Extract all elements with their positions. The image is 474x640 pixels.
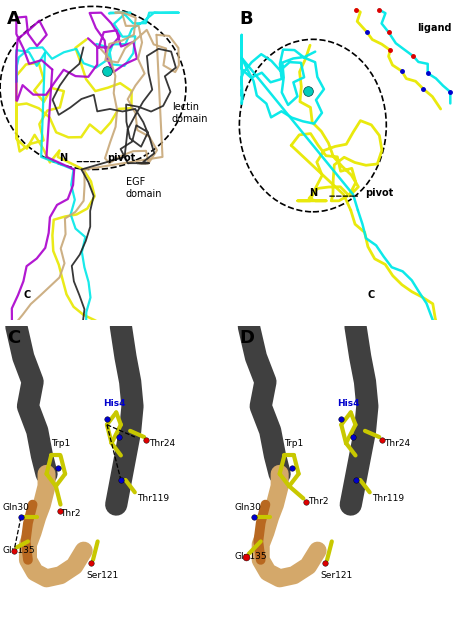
Text: His4: His4: [103, 399, 125, 408]
Text: C: C: [367, 290, 374, 300]
Text: Ser121: Ser121: [320, 571, 352, 580]
Text: C: C: [23, 290, 30, 300]
Text: Gln30: Gln30: [235, 503, 262, 512]
Text: Thr2: Thr2: [308, 497, 328, 506]
Text: Thr119: Thr119: [137, 494, 169, 503]
Text: Glu135: Glu135: [2, 546, 35, 555]
Text: N: N: [59, 154, 67, 163]
Text: Thr2: Thr2: [61, 509, 81, 518]
Text: N: N: [310, 188, 318, 198]
Text: Gln30: Gln30: [2, 503, 29, 512]
Text: Thr119: Thr119: [372, 494, 404, 503]
Text: Ser121: Ser121: [86, 571, 118, 580]
Text: B: B: [239, 10, 253, 28]
Text: D: D: [239, 330, 255, 348]
Text: Thr24: Thr24: [149, 438, 175, 447]
Text: lectin
domain: lectin domain: [172, 102, 209, 124]
Text: pivot: pivot: [365, 188, 393, 198]
Text: His4: His4: [337, 399, 360, 408]
Text: EGF
domain: EGF domain: [126, 177, 162, 199]
Text: Trp1: Trp1: [51, 438, 71, 447]
Text: pivot: pivot: [107, 154, 135, 163]
Text: Trp1: Trp1: [284, 438, 304, 447]
Text: C: C: [7, 330, 20, 348]
Text: Glu135: Glu135: [235, 552, 267, 561]
Text: A: A: [7, 10, 21, 28]
Text: Thr24: Thr24: [384, 438, 410, 447]
Text: ligand: ligand: [417, 23, 452, 33]
